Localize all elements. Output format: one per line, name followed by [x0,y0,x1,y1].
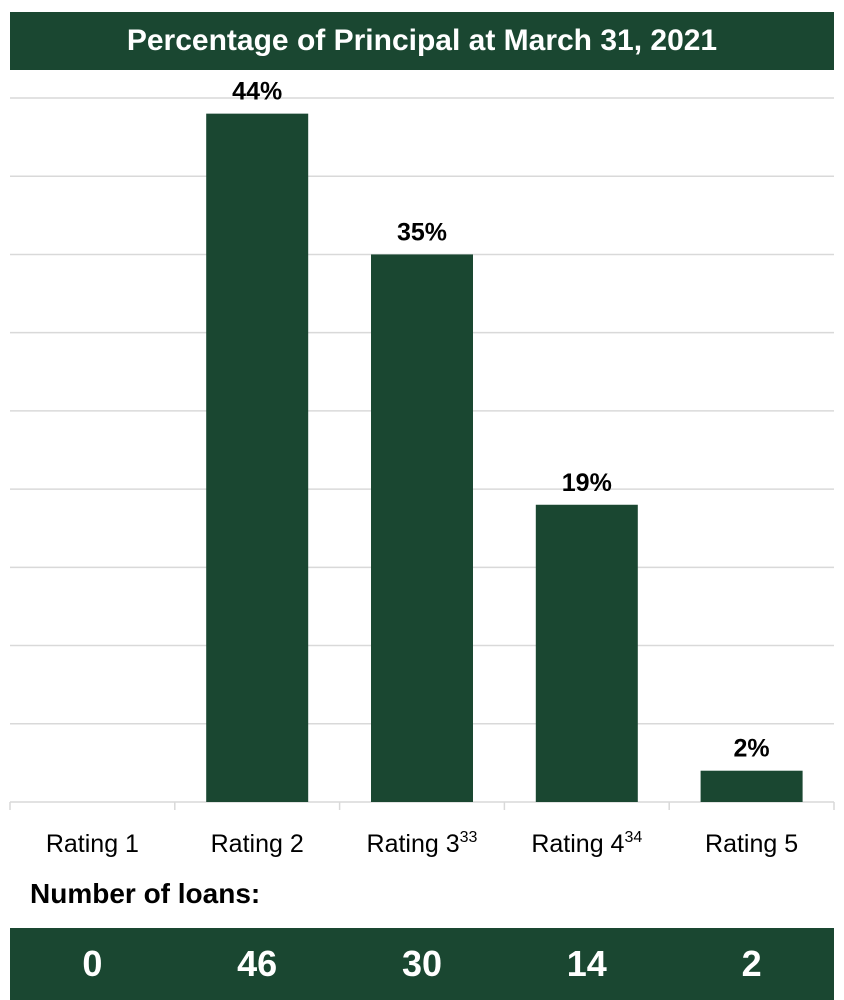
category-label: Rating 434 [531,829,642,858]
bar-chart: Rating 1 44% Rating 2 35% Rating 333 19% Ratin… [9,78,835,858]
loan-count: 14 [566,943,607,984]
loan-count: 30 [401,943,443,984]
loan-count: 0 [82,943,103,984]
loan-count: 2 [741,943,762,984]
bar [700,770,803,802]
data-label: 19% [562,469,612,497]
data-label: 35% [397,218,447,246]
data-label: 44% [232,78,282,106]
category-label: Rating 5 [705,830,798,858]
bar [535,504,638,802]
bar [371,254,473,802]
footnote-ref: 34 [624,829,642,846]
loan-counts-bar: 0 46 30 14 2 [10,928,834,1000]
footnote-ref: 33 [460,829,478,846]
chart-title: Percentage of Principal at March 31, 202… [10,12,834,70]
category-label: Rating 333 [367,829,478,858]
loan-count: 46 [237,943,278,984]
bar [206,113,309,802]
category-label: Rating 2 [211,830,304,858]
loans-heading: Number of loans: [30,878,261,909]
category-label: Rating 1 [46,830,139,858]
data-label: 2% [734,735,770,763]
